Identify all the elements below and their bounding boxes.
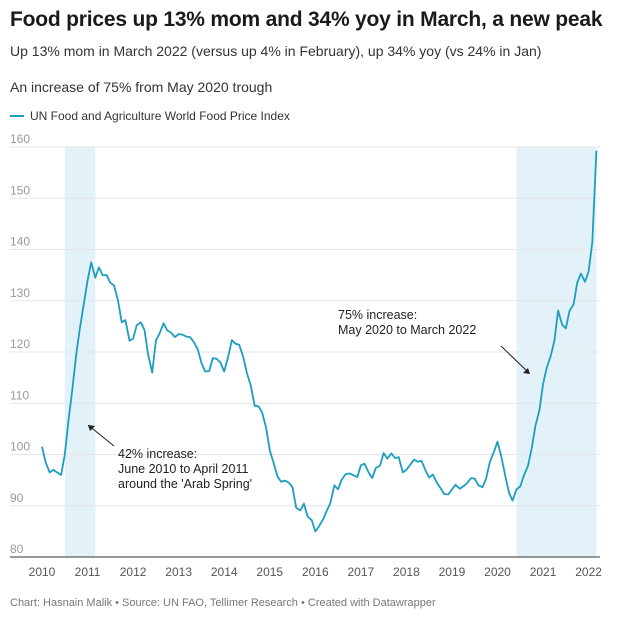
annotation-2-line: May 2020 to March 2022	[338, 323, 476, 337]
x-tick-label: 2016	[302, 565, 329, 579]
line-chart: 80 90 100 110 120 130 140 150 160 2010 2011 2012 201…	[10, 132, 602, 579]
series-line	[41, 150, 598, 533]
chart-subtitle: Up 13% mom in March 2022 (versus up 4% i…	[10, 43, 542, 59]
legend-label: UN Food and Agriculture World Food Price…	[30, 109, 290, 123]
chart-footer: Chart: Hasnain Malik • Source: UN FAO, T…	[10, 597, 436, 609]
annotation-arrowhead-2	[523, 368, 530, 374]
x-tick-label: 2013	[165, 565, 192, 579]
annotation-1-line: 42% increase:	[118, 447, 197, 461]
x-tick-label: 2015	[256, 565, 283, 579]
x-tick-label: 2021	[530, 565, 557, 579]
annotation-2-line: 75% increase:	[338, 308, 417, 322]
y-tick-label: 110	[10, 388, 29, 402]
chart-subtitle-trough: An increase of 75% from May 2020 trough	[10, 79, 273, 95]
x-tick-label: 2019	[439, 565, 466, 579]
y-tick-label: 130	[10, 286, 30, 300]
x-tick-label: 2018	[393, 565, 420, 579]
x-tick-label: 2011	[75, 565, 101, 579]
y-tick-label: 160	[10, 132, 30, 146]
x-tick-label: 2012	[120, 565, 147, 579]
legend-swatch	[10, 115, 24, 117]
x-tick-label: 2010	[29, 565, 56, 579]
y-tick-label: 100	[10, 440, 30, 454]
annotation-arrow-2	[500, 345, 530, 374]
annotation-1-line: around the 'Arab Spring'	[118, 477, 252, 491]
x-tick-label: 2014	[211, 565, 238, 579]
y-tick-label: 120	[10, 337, 30, 351]
legend: UN Food and Agriculture World Food Price…	[10, 109, 290, 123]
x-tick-label: 2017	[348, 565, 375, 579]
annotation-1-line: June 2010 to April 2011	[118, 462, 248, 476]
x-tick-label: 2020	[484, 565, 511, 579]
y-tick-label: 150	[10, 183, 30, 197]
y-tick-label: 90	[10, 491, 24, 505]
chart-title: Food prices up 13% mom and 34% yoy in Ma…	[10, 8, 603, 31]
annotation-arrowhead-1	[88, 425, 95, 431]
x-tick-label: 2022	[575, 565, 602, 579]
y-tick-label: 80	[10, 542, 24, 556]
y-tick-label: 140	[10, 235, 30, 249]
